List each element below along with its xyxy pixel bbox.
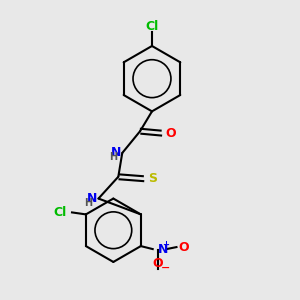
Text: N: N xyxy=(158,243,168,256)
Text: O: O xyxy=(178,241,189,254)
Text: S: S xyxy=(148,172,158,185)
Text: N: N xyxy=(87,192,98,205)
Text: Cl: Cl xyxy=(146,20,159,33)
Text: +: + xyxy=(162,240,169,249)
Text: O: O xyxy=(152,257,163,270)
Text: H: H xyxy=(85,197,93,208)
Text: −: − xyxy=(161,263,170,273)
Text: N: N xyxy=(111,146,121,160)
Text: H: H xyxy=(109,152,117,162)
Text: O: O xyxy=(166,127,176,140)
Text: Cl: Cl xyxy=(53,206,67,219)
